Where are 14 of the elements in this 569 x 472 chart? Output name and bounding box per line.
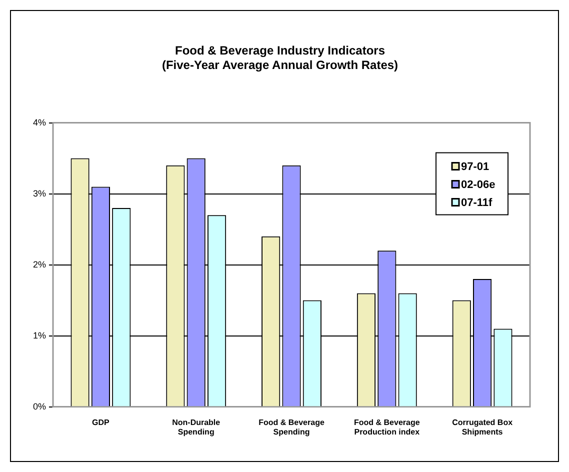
chart-title: Food & Beverage Industry Indicators (Five-Year Average Annual Growth Rates) [162, 44, 398, 72]
x-tick-label: Non-Durable Spending [172, 418, 221, 436]
x-tick-label: Corrugated Box Shipments [452, 418, 514, 436]
x-tick-label: GDP [92, 418, 110, 427]
legend-label: 02-06e [461, 178, 496, 191]
x-tick-label: Food & Beverage Production index [354, 418, 420, 436]
y-tick-label: 3% [32, 188, 46, 198]
y-tick-label: 0% [32, 401, 46, 412]
y-tick-label: 4% [32, 117, 46, 128]
legend-label: 97-01 [461, 160, 490, 173]
y-tick-label: 2% [32, 259, 46, 270]
x-tick-label: Food & Beverage Spending [258, 418, 325, 436]
legend-label: 07-11f [461, 196, 493, 209]
y-tick-label: 1% [32, 330, 46, 340]
